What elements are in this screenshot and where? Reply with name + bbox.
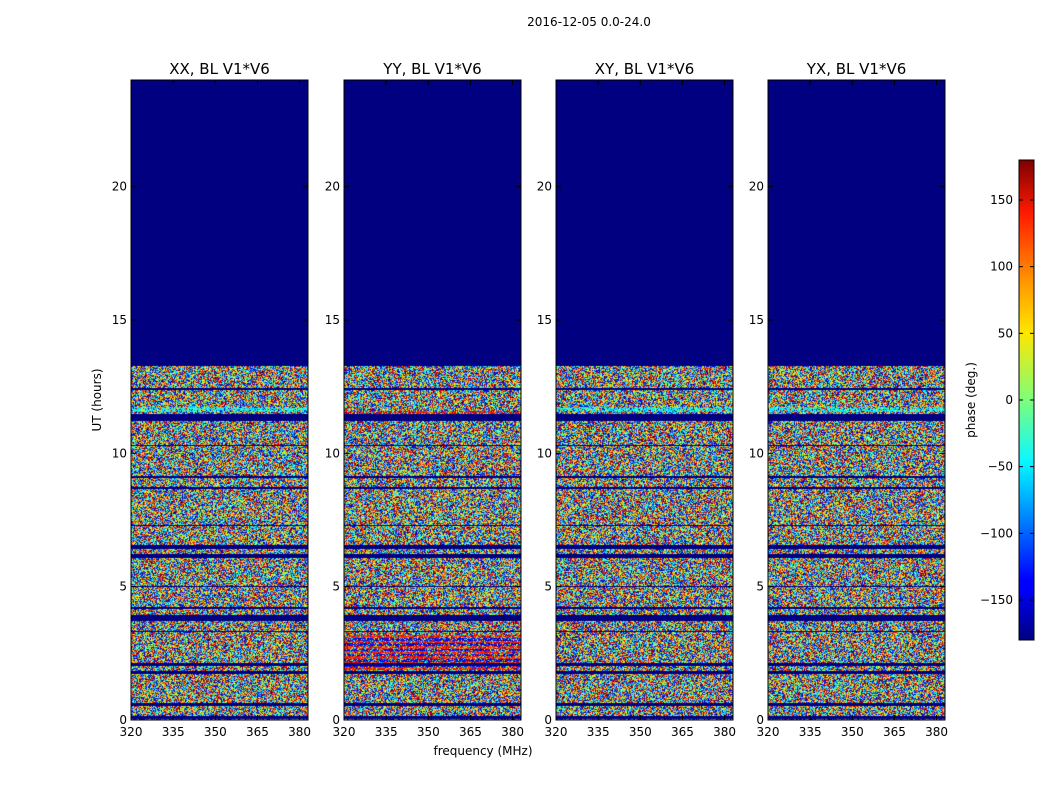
heatmap-image xyxy=(344,80,521,720)
x-tick-label: 380 xyxy=(288,725,311,739)
colorbar-ticks: 150 100 50 0 −50 −100 −150 xyxy=(980,193,1034,607)
x-tick-label: 365 xyxy=(246,725,269,739)
panel-3: XY, BL V1*V6 320 335 350 365 380 0 5 10 15 20 xyxy=(537,60,736,739)
x-tick-label: 365 xyxy=(459,725,482,739)
y-tick-label: 20 xyxy=(325,180,340,194)
figure-title: 2016-12-05 0.0-24.0 xyxy=(527,15,651,29)
panel-frame xyxy=(343,79,522,721)
heatmap-image xyxy=(556,80,733,720)
panel-2: YY, BL V1*V6 320 335 350 365 380 0 5 10 15 20 xyxy=(325,60,524,739)
y-tick-label: 10 xyxy=(537,446,552,460)
y-tick-label: 0 xyxy=(756,713,764,727)
y-tick-label: 5 xyxy=(119,580,127,594)
x-tick-label: 335 xyxy=(375,725,398,739)
x-tick-label: 320 xyxy=(120,725,143,739)
y-tick-label: 0 xyxy=(544,713,552,727)
colorbar-tick-label: 0 xyxy=(1005,393,1013,407)
x-tick-label: 365 xyxy=(883,725,906,739)
y-tick-label: 10 xyxy=(325,446,340,460)
x-tick-label: 380 xyxy=(501,725,524,739)
y-tick-label: 15 xyxy=(112,313,127,327)
panel-title: YY, BL V1*V6 xyxy=(382,60,481,78)
y-tick-label: 20 xyxy=(112,180,127,194)
panel-frame xyxy=(767,79,946,721)
x-axis-label: frequency (MHz) xyxy=(433,744,532,758)
x-tick-label: 320 xyxy=(757,725,780,739)
colorbar-tick-label: −50 xyxy=(988,460,1013,474)
colorbar-tick-label: 100 xyxy=(990,260,1013,274)
heatmap-image xyxy=(768,80,945,720)
x-tick-label: 350 xyxy=(417,725,440,739)
panel-4: YX, BL V1*V6 320 335 350 365 380 0 5 10 15 20 xyxy=(749,60,948,739)
colorbar: phase (deg.) 150 100 50 0 −50 −100 −150 xyxy=(964,159,1035,641)
y-tick-label: 20 xyxy=(749,180,764,194)
panel-frame xyxy=(130,79,309,721)
x-tick-label: 320 xyxy=(333,725,356,739)
y-tick-label: 20 xyxy=(537,180,552,194)
y-tick-label: 15 xyxy=(537,313,552,327)
colorbar-tick-label: −100 xyxy=(980,526,1013,540)
x-tick-label: 335 xyxy=(162,725,185,739)
y-tick-label: 5 xyxy=(332,580,340,594)
y-tick-label: 5 xyxy=(756,580,764,594)
x-tick-label: 320 xyxy=(545,725,568,739)
x-tick-label: 350 xyxy=(841,725,864,739)
y-tick-label: 0 xyxy=(332,713,340,727)
x-tick-label: 350 xyxy=(629,725,652,739)
y-tick-label: 15 xyxy=(325,313,340,327)
y-tick-label: 0 xyxy=(119,713,127,727)
x-tick-label: 380 xyxy=(713,725,736,739)
panel-1: XX, BL V1*V6 320 335 350 365 380 0 5 10 15 20 xyxy=(112,60,311,739)
colorbar-label: phase (deg.) xyxy=(964,362,978,438)
y-tick-label: 5 xyxy=(544,580,552,594)
panel-title: YX, BL V1*V6 xyxy=(806,60,907,78)
x-tick-label: 335 xyxy=(799,725,822,739)
heatmap-image xyxy=(131,80,308,720)
y-tick-label: 15 xyxy=(749,313,764,327)
x-tick-label: 380 xyxy=(925,725,948,739)
x-tick-label: 350 xyxy=(204,725,227,739)
panel-title: XX, BL V1*V6 xyxy=(169,60,270,78)
y-tick-label: 10 xyxy=(112,446,127,460)
colorbar-tick-label: 50 xyxy=(998,326,1013,340)
y-axis-label: UT (hours) xyxy=(90,368,104,431)
y-tick-label: 10 xyxy=(749,446,764,460)
x-tick-label: 365 xyxy=(671,725,694,739)
colorbar-tick-label: −150 xyxy=(980,593,1013,607)
panel-title: XY, BL V1*V6 xyxy=(595,60,695,78)
panel-frame xyxy=(555,79,734,721)
colorbar-tick-label: 150 xyxy=(990,193,1013,207)
x-tick-label: 335 xyxy=(587,725,610,739)
